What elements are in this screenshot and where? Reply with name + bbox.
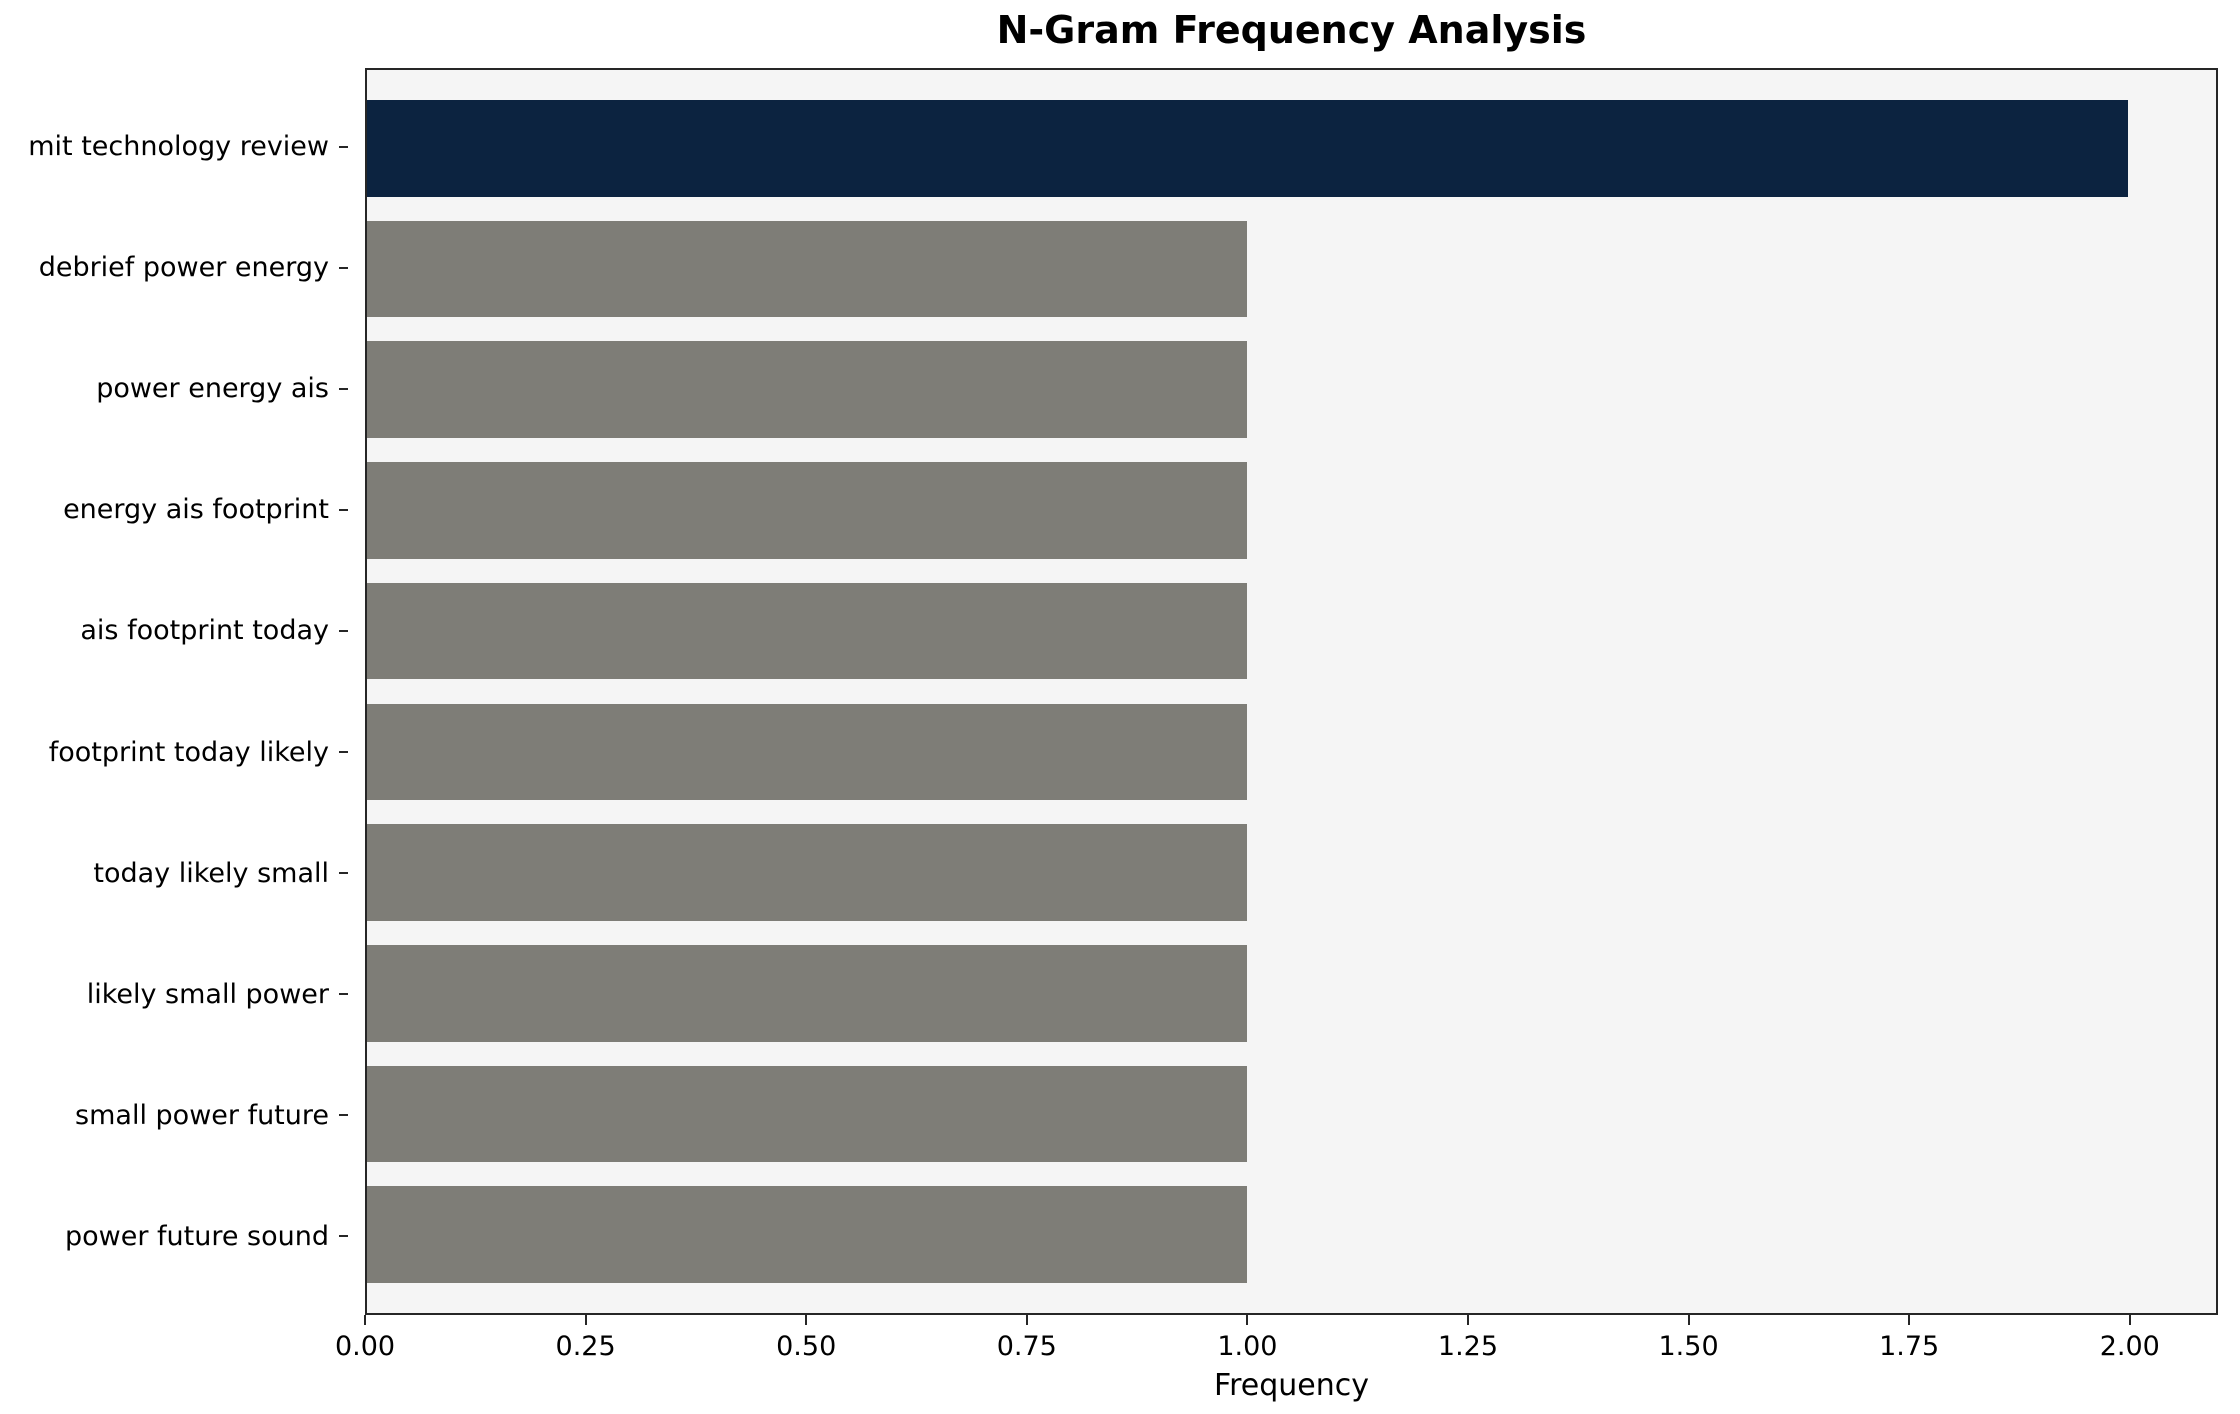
x-tick-mark [1908, 1315, 1911, 1325]
bar [367, 1186, 1248, 1283]
y-tick-label: mit technology review [28, 131, 329, 163]
x-tick-mark [2128, 1315, 2131, 1325]
y-tick-label: today likely small [93, 857, 329, 889]
x-tick-label: 1.50 [1658, 1331, 1719, 1362]
x-tick-mark [584, 1315, 587, 1325]
y-label-row: energy ais footprint [0, 449, 352, 570]
plot-area [365, 68, 2218, 1315]
x-tick-label: 1.00 [1217, 1331, 1278, 1362]
x-tick-mark [1466, 1315, 1469, 1325]
bar [367, 220, 1248, 318]
bar-row [367, 209, 2216, 330]
y-tick-label: energy ais footprint [63, 494, 329, 526]
y-tick-mark [339, 266, 348, 269]
bar [367, 100, 2128, 197]
y-label-row: small power future [0, 1055, 352, 1176]
y-tick-label: ais footprint today [80, 615, 329, 647]
bar-row [367, 1174, 2216, 1295]
y-tick-mark [339, 751, 348, 754]
y-label-row: ais footprint today [0, 570, 352, 691]
x-tick-mark [1025, 1315, 1028, 1325]
y-tick-label: footprint today likely [48, 736, 329, 768]
y-label-row: debrief power energy [0, 207, 352, 328]
bar [367, 462, 1248, 559]
y-tick-mark [339, 145, 348, 148]
y-label-row: power future sound [0, 1176, 352, 1297]
bar-row [367, 571, 2216, 692]
y-tick-label: likely small power [86, 978, 329, 1010]
bar-row [367, 812, 2216, 933]
bars-container [367, 70, 2216, 1313]
y-label-row: mit technology review [0, 86, 352, 207]
bar [367, 582, 1248, 680]
y-tick-label: debrief power energy [38, 252, 329, 284]
bar [367, 944, 1248, 1042]
y-label-row: footprint today likely [0, 691, 352, 812]
x-tick-mark [805, 1315, 808, 1325]
y-tick-mark [339, 1114, 348, 1117]
x-tick-mark [364, 1315, 366, 1325]
bar [367, 341, 1248, 439]
y-label-row: today likely small [0, 813, 352, 934]
x-tick-label: 0.25 [555, 1331, 616, 1362]
x-tick-label: 2.00 [2099, 1331, 2160, 1362]
bar-row [367, 450, 2216, 571]
bar-row [367, 692, 2216, 813]
x-tick-label: 0.75 [996, 1331, 1057, 1362]
x-axis-title: Frequency [1214, 1368, 1369, 1403]
y-axis-labels: mit technology review debrief power energ… [0, 68, 352, 1315]
x-tick-label: 0.50 [776, 1331, 837, 1362]
x-tick-label: 1.75 [1879, 1331, 1940, 1362]
chart-title: N-Gram Frequency Analysis [996, 8, 1587, 52]
x-tick-label: 0.00 [334, 1331, 396, 1362]
bar-row [367, 1054, 2216, 1175]
y-tick-label: power future sound [64, 1220, 329, 1252]
y-tick-mark [339, 629, 348, 632]
bar-row [367, 88, 2216, 209]
y-label-row: power energy ais [0, 328, 352, 449]
y-tick-mark [339, 1235, 348, 1238]
x-axis: 0.00 0.25 0.50 0.75 1.00 1.25 1.50 1.75 2.00 [335, 1315, 2218, 1405]
bar [367, 1065, 1248, 1163]
y-tick-mark [339, 993, 348, 996]
x-tick-label: 1.25 [1437, 1331, 1499, 1362]
bar-row [367, 933, 2216, 1054]
bar [367, 824, 1248, 921]
y-tick-mark [339, 387, 348, 390]
y-tick-mark [339, 872, 348, 875]
x-tick-mark [1246, 1315, 1249, 1325]
y-tick-label: power energy ais [96, 373, 329, 405]
x-tick-mark [1687, 1315, 1690, 1325]
y-tick-label: small power future [75, 1099, 329, 1131]
y-tick-mark [339, 508, 348, 511]
bar-row [367, 329, 2216, 450]
bar [367, 703, 1248, 801]
y-label-row: likely small power [0, 934, 352, 1055]
